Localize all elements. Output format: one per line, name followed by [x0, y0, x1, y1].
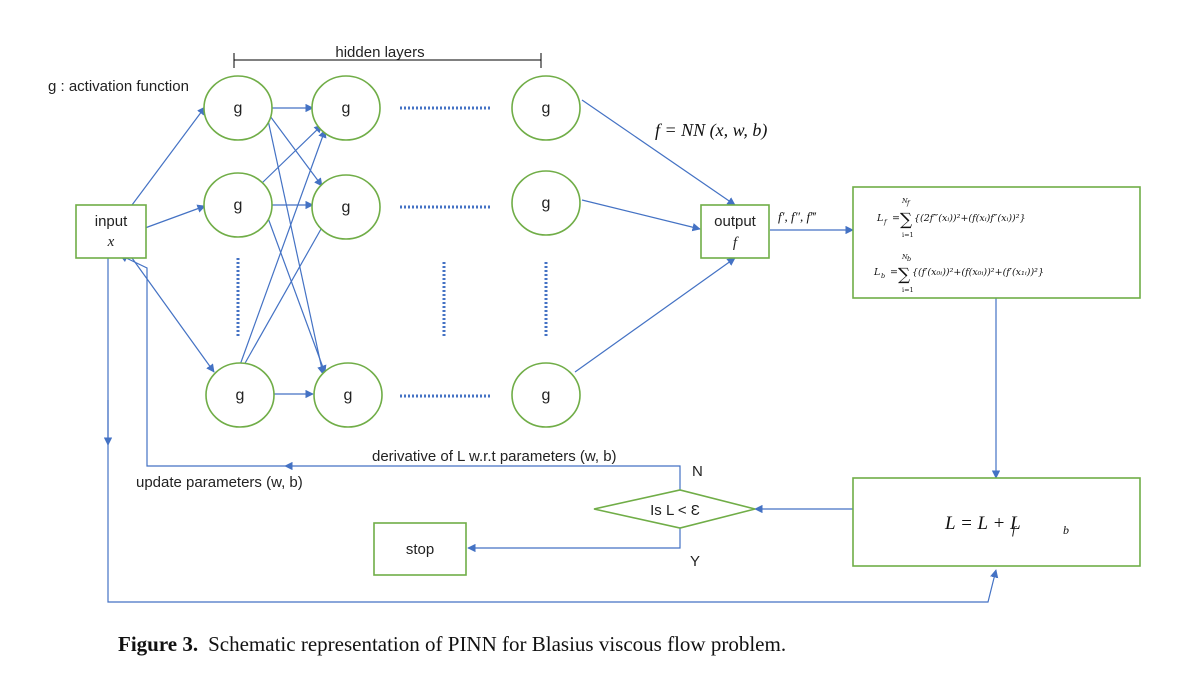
- node-label: g: [342, 199, 351, 216]
- nn-equation: f = NN (x, w, b): [655, 120, 767, 141]
- svg-text:=: =: [892, 213, 900, 224]
- node-lk-mid: [511, 170, 581, 236]
- loss-f-equation: L f = N f ∑ i=1 {(2f‴(xᵢ))²+(f(xᵢ)f″(xᵢ)…: [876, 197, 1026, 239]
- node-l1-top: [203, 75, 273, 141]
- node-l1-mid: [203, 172, 273, 238]
- connections: [103, 99, 1001, 603]
- node-label: g: [542, 387, 551, 404]
- caption-prefix: Figure 3.: [118, 632, 199, 656]
- decision-label: Is L < Ɛ: [650, 502, 700, 519]
- decision-no: N: [692, 463, 703, 480]
- svg-text:i=1: i=1: [902, 286, 914, 294]
- decision-yes: Y: [690, 553, 700, 570]
- svg-text:N: N: [901, 253, 908, 261]
- layer-ellipsis: [236, 106, 548, 398]
- hidden-layers-label: hidden layers: [335, 44, 424, 61]
- svg-text:N: N: [901, 197, 908, 205]
- output-box: [700, 204, 770, 259]
- node-label: g: [234, 197, 243, 214]
- svg-text:i=1: i=1: [902, 231, 914, 239]
- node-label: g: [344, 387, 353, 404]
- output-label: output: [714, 213, 757, 230]
- neuron-labels: g g g g g g g g g: [234, 100, 551, 404]
- loss-definition-box: [852, 186, 1141, 299]
- svg-text:L: L: [876, 213, 883, 224]
- node-label: g: [542, 195, 551, 212]
- node-lk-bottom: [511, 362, 581, 428]
- node-label: g: [234, 100, 243, 117]
- node-l2-bottom: [313, 362, 383, 428]
- svg-text:b: b: [907, 255, 911, 263]
- hidden-layers-bracket: [233, 53, 542, 68]
- figure-caption: Figure 3. Schematic representation of PIN…: [118, 632, 1118, 657]
- stop-label: stop: [406, 541, 434, 558]
- node-label: g: [236, 387, 245, 404]
- svg-text:=: =: [890, 267, 898, 278]
- derivatives-label: f′, f″, f‴: [778, 209, 817, 224]
- svg-text:{(f′(x₀ᵢ))²+(f(x₀ᵢ))²+(f′(x₁ᵢ): {(f′(x₀ᵢ))²+(f(x₀ᵢ))²+(f′(x₁ᵢ))²}: [912, 267, 1044, 278]
- total-loss-sub-f: f: [1012, 523, 1017, 537]
- sigma-icon: ∑: [900, 210, 912, 230]
- activation-function-note: g : activation function: [48, 78, 189, 95]
- svg-text:b: b: [881, 272, 885, 280]
- caption-text: Schematic representation of PINN for Bla…: [208, 632, 787, 656]
- neuron-nodes: [203, 75, 581, 428]
- update-parameters-note: update parameters (w, b): [136, 474, 303, 491]
- node-l2-mid: [311, 174, 381, 240]
- node-lk-top: [511, 75, 581, 141]
- input-label: input: [95, 213, 128, 230]
- loss-b-equation: L b = N b ∑ i=1 {(f′(x₀ᵢ))²+(f(x₀ᵢ))²+(f…: [873, 253, 1044, 294]
- derivative-note: derivative of L w.r.t parameters (w, b): [372, 448, 617, 465]
- output-variable: f: [733, 235, 739, 251]
- total-loss-box: [852, 477, 1141, 567]
- input-box: [75, 204, 147, 259]
- node-label: g: [542, 100, 551, 117]
- node-label: g: [342, 100, 351, 117]
- decision-diamond: [593, 489, 756, 529]
- svg-text:{(2f‴(xᵢ))²+(f(xᵢ)f″(xᵢ))²}: {(2f‴(xᵢ))²+(f(xᵢ)f″(xᵢ))²}: [914, 213, 1026, 224]
- svg-text:L: L: [873, 267, 880, 278]
- input-variable: x: [107, 234, 115, 250]
- sigma-icon: ∑: [898, 265, 910, 285]
- node-l2-top: [311, 75, 381, 141]
- svg-text:f: f: [883, 218, 888, 226]
- svg-text:f: f: [906, 199, 911, 207]
- total-loss-sub-b: b: [1063, 523, 1069, 537]
- node-l1-bottom: [205, 362, 275, 428]
- total-loss-equation: L = L + L: [944, 513, 1021, 534]
- stop-box: [373, 522, 467, 576]
